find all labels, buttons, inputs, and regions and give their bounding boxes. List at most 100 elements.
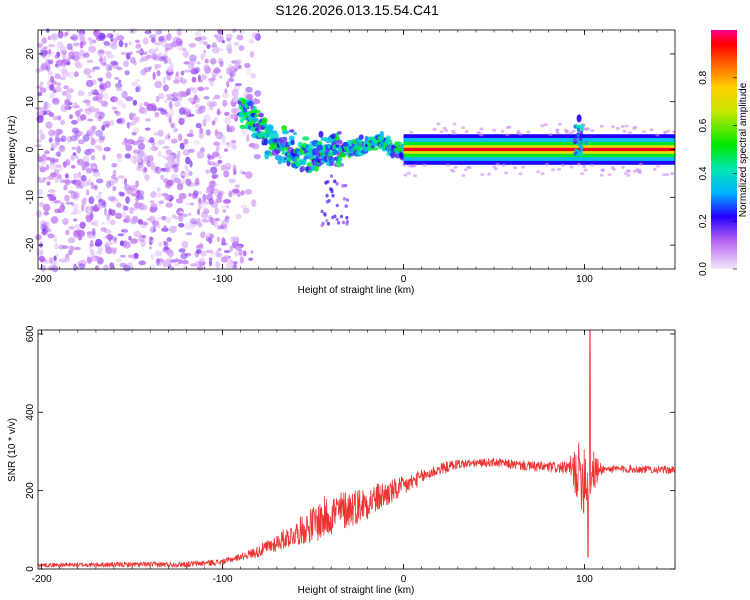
heatmap-cell — [112, 169, 117, 177]
heatmap-cell — [116, 202, 122, 208]
heatmap-cell — [48, 59, 53, 64]
heatmap-cell — [127, 254, 135, 259]
heatmap-cell — [183, 50, 189, 59]
heatmap-cell — [452, 132, 457, 135]
heatmap-cell — [128, 41, 132, 46]
heatmap-cell — [228, 178, 236, 184]
heatmap-cell — [241, 127, 248, 136]
heatmap-cell — [43, 260, 51, 264]
heatmap-cell — [120, 51, 127, 55]
heatmap-cell — [402, 163, 407, 167]
heatmap-cell — [46, 64, 51, 72]
colorbar-gradient — [711, 30, 737, 269]
heatmap-cell — [190, 223, 197, 228]
heatmap-cell — [62, 65, 67, 74]
heatmap-cell — [216, 35, 223, 41]
heatmap-cell — [341, 220, 345, 225]
heatmap-cell — [54, 141, 58, 149]
heatmap-cell — [36, 138, 43, 143]
heatmap-cell — [80, 175, 87, 182]
heatmap-cell — [84, 51, 89, 57]
heatmap-cell — [477, 132, 482, 136]
heatmap-cell — [64, 158, 69, 166]
heatmap-cell — [67, 56, 71, 62]
heatmap-cell — [210, 166, 218, 174]
heatmap-cell — [341, 184, 345, 188]
heatmap-cell — [77, 139, 85, 145]
heatmap-cell — [135, 50, 143, 54]
heatmap-cell — [117, 175, 125, 179]
heatmap-cell — [58, 138, 65, 142]
heatmap-cell — [548, 133, 553, 136]
heatmap-cell — [106, 54, 115, 59]
heatmap-cell — [67, 237, 76, 244]
heatmap-cell — [95, 130, 103, 137]
heatmap-cell — [65, 61, 71, 66]
heatmap-cell — [41, 221, 48, 229]
heatmap-cell — [158, 35, 165, 42]
heatmap-cell — [94, 108, 100, 114]
heatmap-cell — [176, 183, 184, 191]
heatmap-cell — [586, 127, 591, 131]
heatmap-cell — [132, 113, 136, 117]
heatmap-cell — [141, 221, 148, 226]
heatmap-cell — [113, 110, 118, 114]
heatmap-cell — [105, 71, 112, 79]
heatmap-cell — [81, 204, 85, 212]
heatmap-cell — [221, 134, 226, 143]
spectrogram-x-label: Height of straight line (km) — [298, 285, 415, 296]
heatmap-cell — [86, 256, 93, 264]
heatmap-cell — [245, 86, 253, 93]
heatmap-cell — [143, 101, 149, 107]
heatmap-cell — [227, 191, 235, 197]
heatmap-cell — [323, 212, 327, 216]
heatmap-cell — [202, 203, 206, 212]
heatmap-cell — [234, 251, 239, 257]
heatmap-cell — [280, 142, 286, 149]
heatmap-cell — [221, 237, 226, 246]
heatmap-cell — [229, 66, 237, 73]
heatmap-cell — [163, 225, 168, 230]
heatmap-cell — [125, 52, 131, 60]
heatmap-cell — [80, 174, 87, 183]
heatmap-cell — [46, 156, 51, 161]
heatmap-cell — [111, 174, 116, 180]
heatmap-cell — [190, 202, 195, 206]
heatmap-cell — [109, 219, 116, 225]
heatmap-cell — [339, 214, 344, 219]
heatmap-cell — [180, 252, 188, 260]
heatmap-cell — [187, 97, 195, 103]
heatmap-cell — [200, 75, 209, 79]
heatmap-cell — [88, 149, 92, 155]
heatmap-cell — [154, 80, 163, 89]
heatmap-cell — [242, 91, 248, 98]
heatmap-cell — [203, 96, 210, 100]
heatmap-cell — [70, 201, 75, 206]
heatmap-cell — [513, 166, 517, 170]
heatmap-cell — [65, 229, 70, 236]
heatmap-cell — [344, 204, 348, 208]
heatmap-cell — [626, 173, 631, 177]
heatmap-cell — [627, 131, 632, 135]
heatmap-cell — [181, 259, 189, 265]
heatmap-cell — [339, 152, 347, 158]
heatmap-cell — [98, 136, 105, 144]
heatmap-cell — [147, 154, 154, 161]
heatmap-cell — [117, 79, 122, 84]
heatmap-cell — [93, 220, 99, 227]
x-tick-label: -200 — [32, 574, 52, 585]
heatmap-cell — [213, 220, 218, 228]
heatmap-cell — [93, 206, 99, 212]
heatmap-cell — [78, 263, 86, 270]
heatmap-cell — [583, 168, 588, 172]
heatmap-cell — [198, 202, 203, 211]
heatmap-cell — [168, 115, 172, 124]
heatmap-cell — [150, 203, 158, 209]
heatmap-cell — [518, 172, 523, 176]
heatmap-cell — [115, 82, 123, 89]
heatmap-cell — [283, 130, 290, 134]
heatmap-cell — [121, 103, 127, 109]
heatmap-cell — [52, 115, 59, 121]
heatmap-cell — [177, 43, 184, 51]
